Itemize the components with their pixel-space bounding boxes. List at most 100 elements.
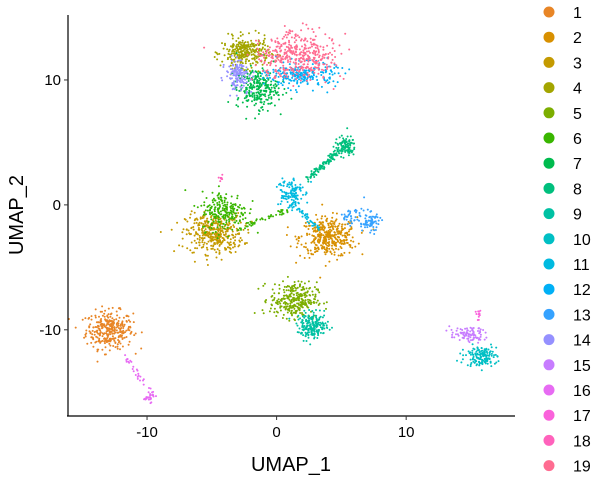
point — [115, 329, 118, 332]
point — [269, 84, 272, 86]
point — [324, 69, 327, 71]
point — [99, 321, 102, 324]
point — [221, 225, 224, 228]
y-tick-label: 10 — [44, 72, 61, 89]
point — [269, 307, 272, 310]
point — [251, 48, 254, 51]
point — [259, 75, 262, 77]
point — [224, 210, 227, 213]
point — [91, 329, 94, 332]
point — [216, 194, 219, 197]
point — [279, 182, 282, 185]
point — [245, 117, 248, 120]
cluster-10-points — [456, 343, 500, 372]
point — [318, 302, 321, 305]
point — [299, 303, 302, 306]
point — [485, 336, 488, 339]
point — [298, 208, 301, 211]
point — [481, 353, 484, 356]
point — [246, 53, 249, 56]
legend-item-8: 8 — [543, 181, 582, 198]
point — [353, 148, 356, 151]
point — [247, 77, 250, 80]
point — [257, 72, 259, 75]
point — [229, 205, 232, 208]
point — [283, 72, 286, 74]
point — [113, 332, 116, 335]
point — [84, 335, 87, 338]
point — [232, 236, 235, 239]
point — [105, 324, 108, 327]
point — [235, 227, 238, 230]
point — [308, 319, 311, 322]
point — [224, 213, 227, 216]
point — [470, 362, 473, 364]
point — [106, 315, 109, 318]
point — [91, 333, 94, 336]
point — [134, 352, 137, 355]
point — [340, 247, 343, 250]
point — [286, 285, 289, 287]
point — [320, 222, 322, 225]
point — [223, 247, 226, 249]
legend-item-11: 11 — [543, 257, 590, 274]
point — [212, 197, 215, 200]
point — [253, 80, 256, 83]
point — [479, 338, 482, 341]
point — [283, 88, 286, 90]
point — [322, 69, 325, 72]
legend-item-14: 14 — [543, 333, 591, 350]
point — [229, 45, 232, 48]
point — [125, 360, 128, 363]
point — [345, 149, 348, 152]
point — [302, 74, 305, 77]
point — [335, 212, 338, 215]
point — [273, 94, 275, 96]
point — [118, 327, 120, 330]
point — [95, 335, 98, 338]
point — [296, 34, 299, 37]
point — [215, 238, 218, 241]
point — [218, 249, 221, 252]
point — [249, 220, 252, 223]
point — [229, 241, 232, 244]
point — [347, 230, 350, 233]
legend-item-3: 3 — [543, 55, 582, 72]
point — [471, 352, 474, 354]
point — [231, 88, 234, 91]
point — [490, 343, 492, 346]
point — [318, 56, 320, 59]
point — [98, 328, 101, 331]
point — [313, 66, 316, 69]
point — [256, 79, 259, 82]
point — [327, 242, 330, 244]
point — [303, 224, 306, 227]
point — [280, 305, 283, 308]
point — [351, 236, 354, 239]
point — [340, 231, 343, 234]
point — [307, 327, 310, 330]
point — [229, 238, 232, 241]
point — [282, 302, 285, 305]
point — [213, 56, 216, 58]
point — [245, 92, 248, 95]
point — [230, 58, 233, 61]
point — [193, 260, 196, 263]
point — [257, 85, 260, 88]
point — [255, 219, 258, 222]
point — [212, 220, 215, 223]
point — [461, 329, 464, 331]
point — [319, 59, 322, 61]
point — [308, 324, 311, 327]
point — [319, 228, 322, 231]
point — [271, 54, 274, 57]
point — [297, 63, 300, 65]
point — [316, 53, 319, 56]
point — [311, 89, 314, 92]
point — [325, 243, 327, 246]
point — [265, 51, 268, 54]
point — [343, 213, 346, 216]
point — [207, 240, 210, 243]
point — [246, 77, 249, 80]
point — [269, 50, 271, 53]
